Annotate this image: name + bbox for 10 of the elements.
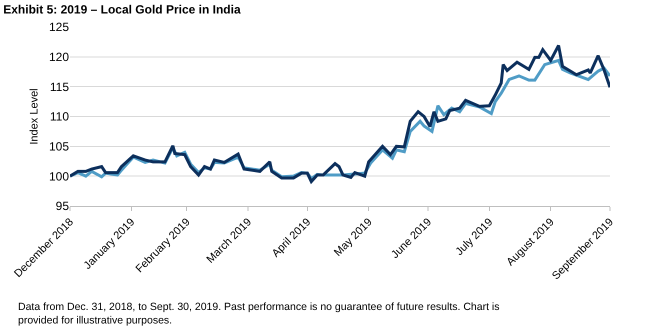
y-axis-title: Index Level [28, 88, 41, 145]
chart-title: Exhibit 5: 2019 – Local Gold Price in India [3, 2, 241, 16]
y-tick-label: 115 [50, 80, 70, 94]
y-tick-label: 125 [48, 20, 70, 34]
y-tick-label: 110 [50, 110, 70, 124]
y-tick-label: 105 [48, 140, 70, 154]
y-tick-label: 120 [48, 50, 70, 64]
text: Data from Dec. 31, 2018, to Sept. 30, 2019. Past performance is no guarantee of future results. Chart is provided for illustrative purposes. [18, 301, 500, 327]
y-tick-label: 95 [56, 199, 70, 214]
y-tick-label: 100 [48, 169, 70, 184]
